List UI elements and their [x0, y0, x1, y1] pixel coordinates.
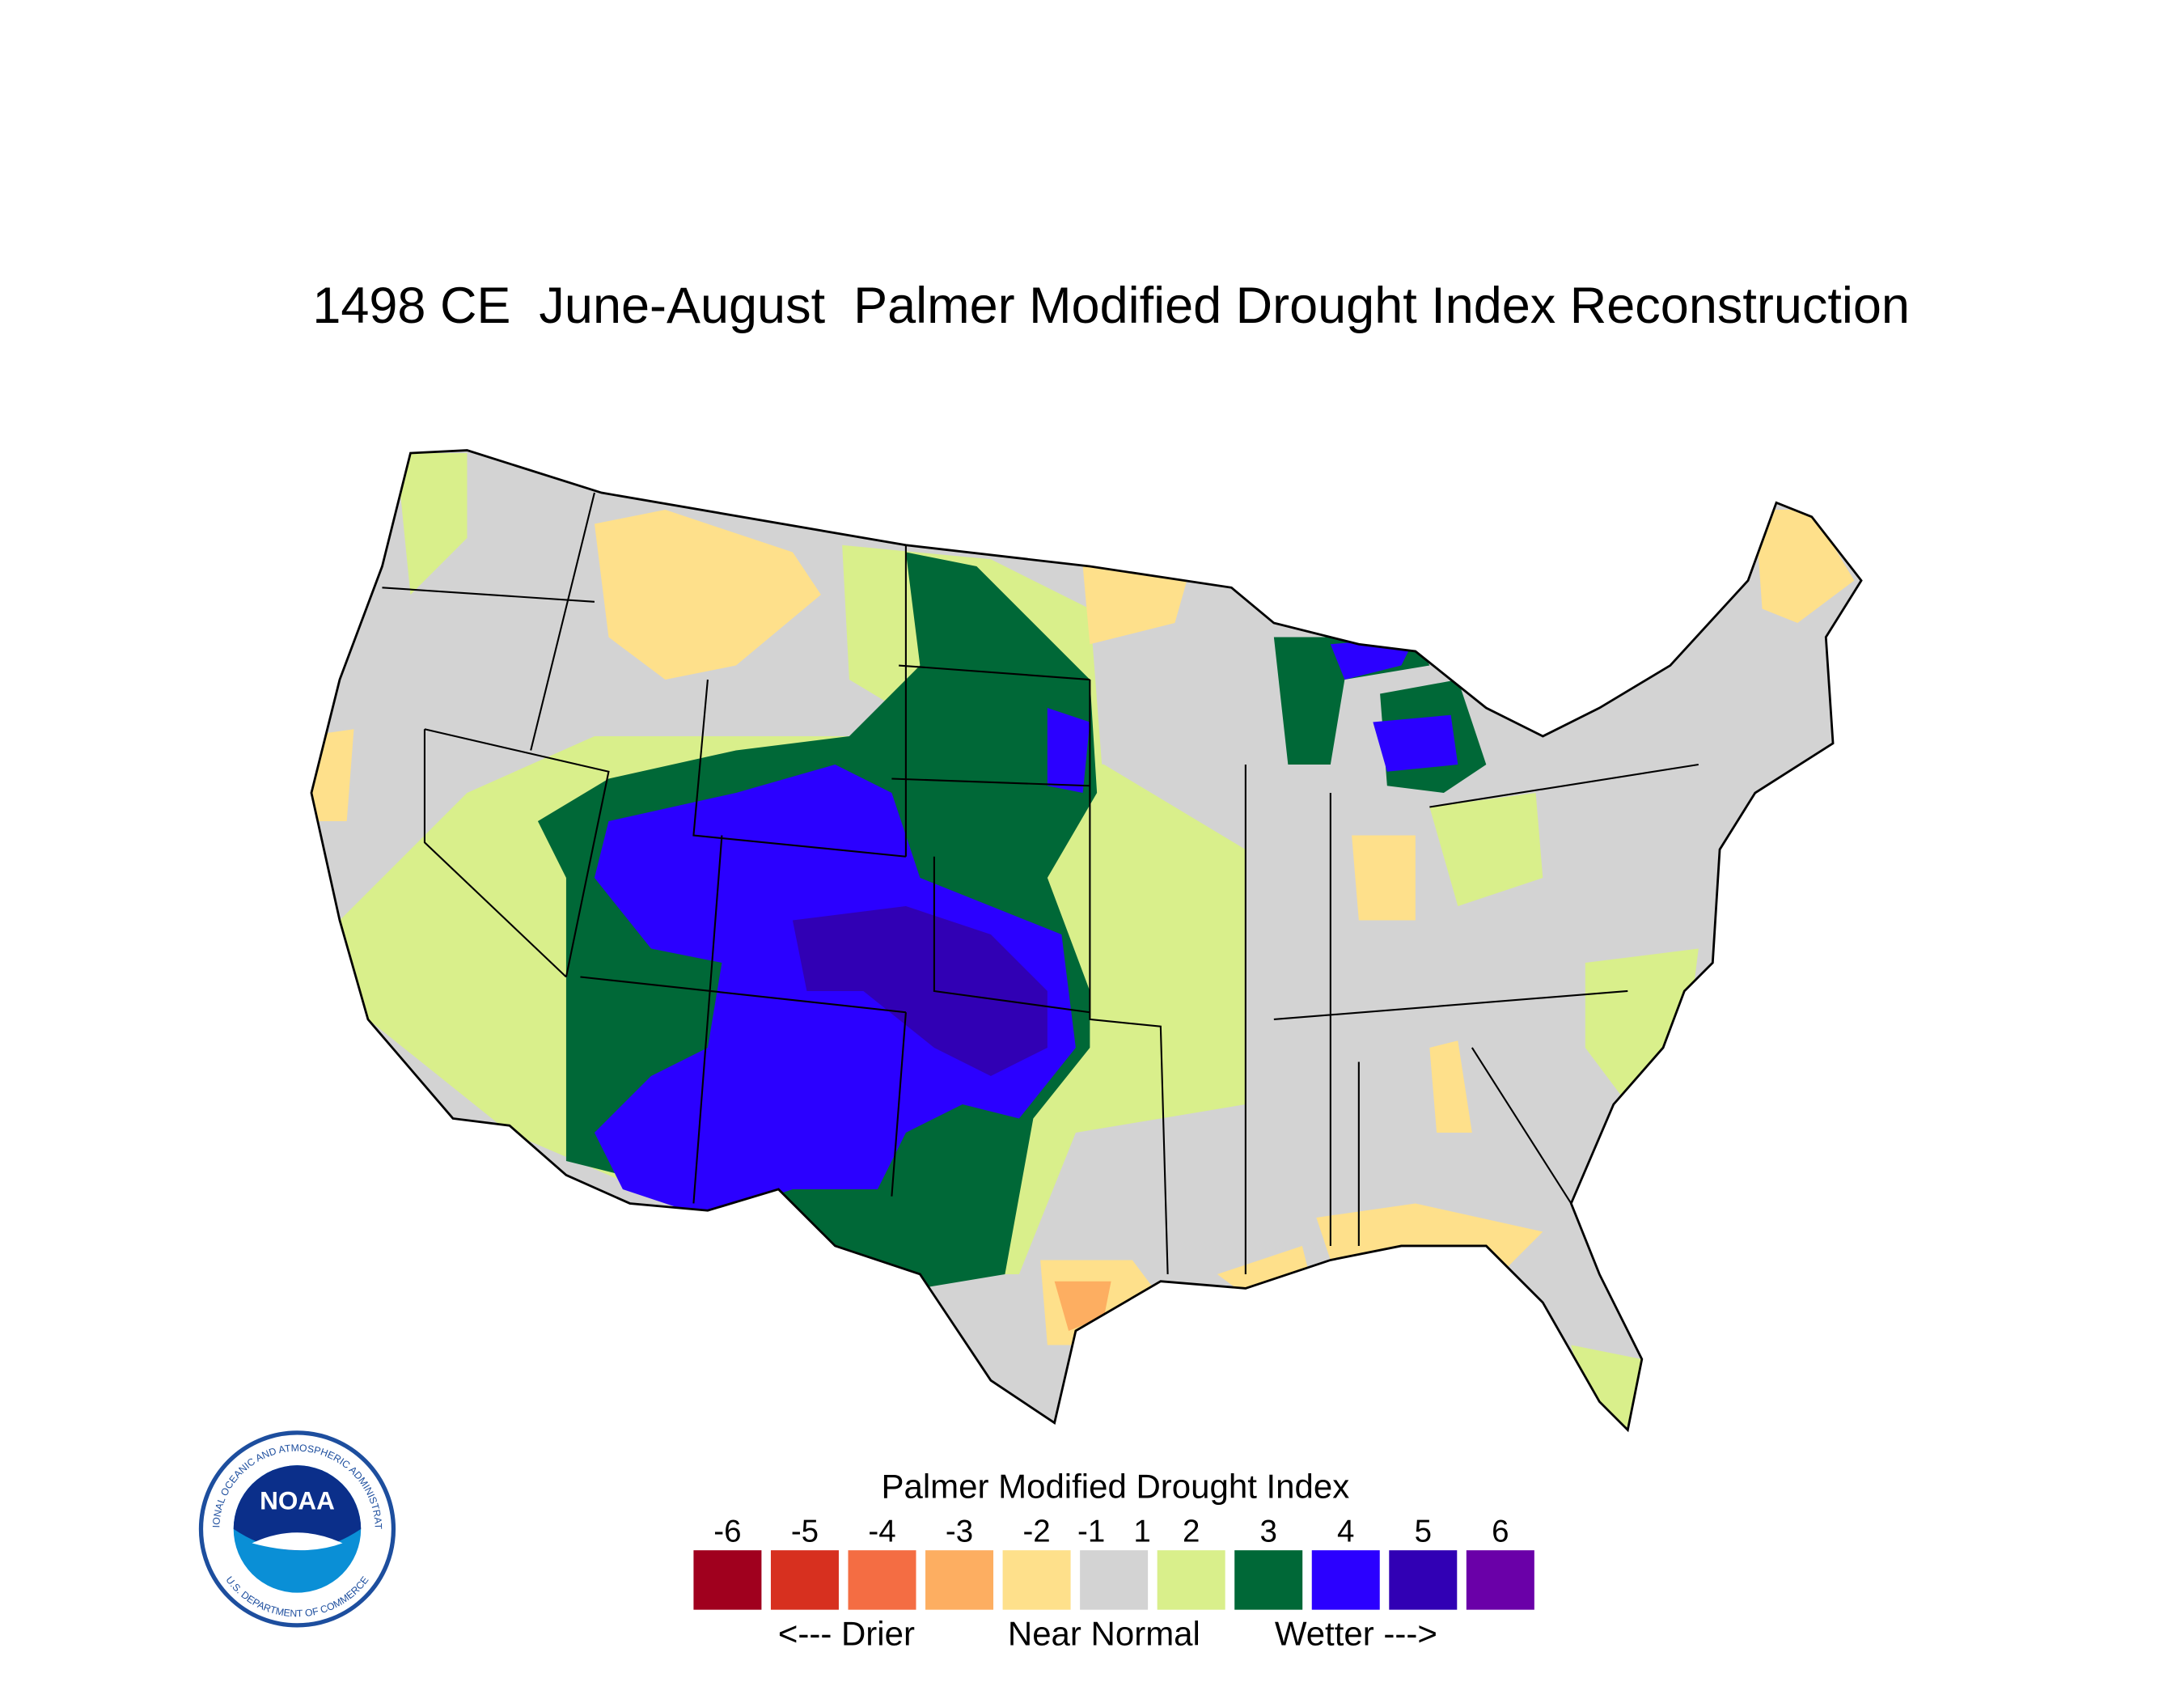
- legend-swatch: [848, 1550, 916, 1610]
- legend-swatch: [1389, 1550, 1458, 1610]
- legend-tick-label: 1: [1133, 1515, 1150, 1549]
- legend: Palmer Modified Drought Index -6 -5 -4 -3 -2…: [693, 1467, 1534, 1652]
- legend-tick-label: 6: [1492, 1515, 1509, 1549]
- us-map: [310, 449, 1863, 1431]
- legend-tick-label: -5: [791, 1515, 819, 1549]
- legend-tick-label: -4: [868, 1515, 895, 1549]
- legend-tick-label: 2: [1183, 1515, 1200, 1549]
- logo-name: NOAA: [260, 1485, 335, 1515]
- legend-swatch: [693, 1550, 762, 1610]
- legend-tick-label: -6: [713, 1515, 741, 1549]
- legend-swatch: [1311, 1550, 1380, 1610]
- legend-swatch: [770, 1550, 839, 1610]
- legend-swatch: [1080, 1550, 1149, 1610]
- legend-swatch: [1002, 1550, 1071, 1610]
- legend-tick-label: -3: [946, 1515, 973, 1549]
- borders: [382, 492, 1699, 1274]
- title: 1498 CE June-August Palmer Modified Drou…: [312, 278, 1910, 334]
- legend-swatch: [1234, 1550, 1303, 1610]
- legend-note: <--- Drier: [778, 1614, 915, 1652]
- legend-tick-label: -1: [1077, 1515, 1105, 1549]
- legend-tick-label: 4: [1337, 1515, 1354, 1549]
- legend-title: Palmer Modified Drought Index: [881, 1467, 1349, 1505]
- legend-swatch: [1157, 1550, 1225, 1610]
- legend-note: Wetter --->: [1275, 1614, 1437, 1652]
- legend-note: Near Normal: [1008, 1614, 1200, 1652]
- index-field: [311, 453, 1855, 1430]
- legend-tick-label: -2: [1022, 1515, 1050, 1549]
- legend-swatch: [1466, 1550, 1534, 1610]
- legend-tick-label: 3: [1260, 1515, 1277, 1549]
- legend-tick-label: 5: [1415, 1515, 1432, 1549]
- legend-swatch: [925, 1550, 994, 1610]
